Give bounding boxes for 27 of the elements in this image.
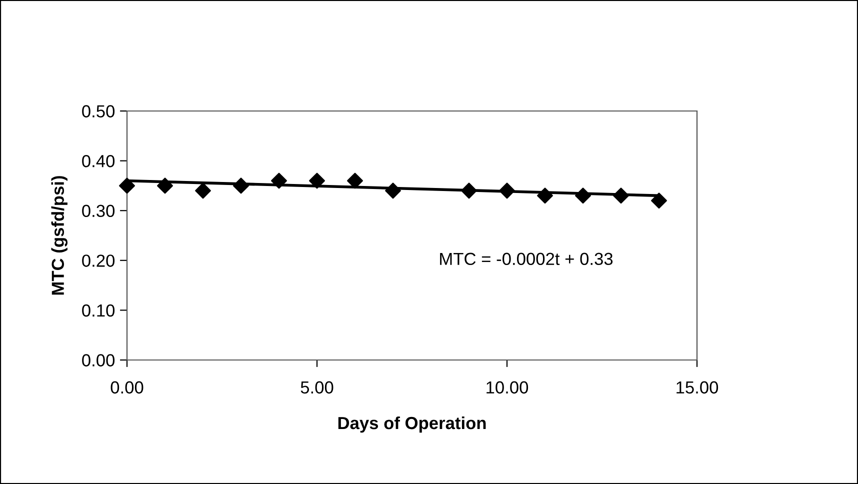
point [499,182,515,199]
x-tick-label: 0.00 [110,381,144,394]
y-tick-label: 0.40 [82,154,115,168]
x-tick-label: 10.00 [486,381,528,394]
y-axis-title: MTC (gsfd/psi) [51,176,68,295]
y-tick-label: 0.50 [82,105,115,118]
y-tick-label: 0.20 [82,254,115,267]
point [233,178,249,194]
point [651,192,667,209]
point [347,172,363,189]
y-tick-label: 0.30 [82,204,115,218]
point [461,182,477,199]
point [309,172,325,189]
annotation: MTC = -0.0002t + 0.33 [440,252,613,266]
x-axis-title: Days of Operation [338,416,486,433]
point [195,182,211,199]
point [271,172,287,189]
x-tick-label: 5.00 [300,381,334,394]
y-tick-label: 0.10 [82,304,115,317]
point [157,178,173,194]
point [613,188,629,204]
y-tick-label: 0.00 [82,354,115,366]
point [575,188,591,204]
point [119,178,135,194]
point [385,182,401,199]
x-tick-label: 15.00 [676,381,718,394]
point [537,188,553,204]
